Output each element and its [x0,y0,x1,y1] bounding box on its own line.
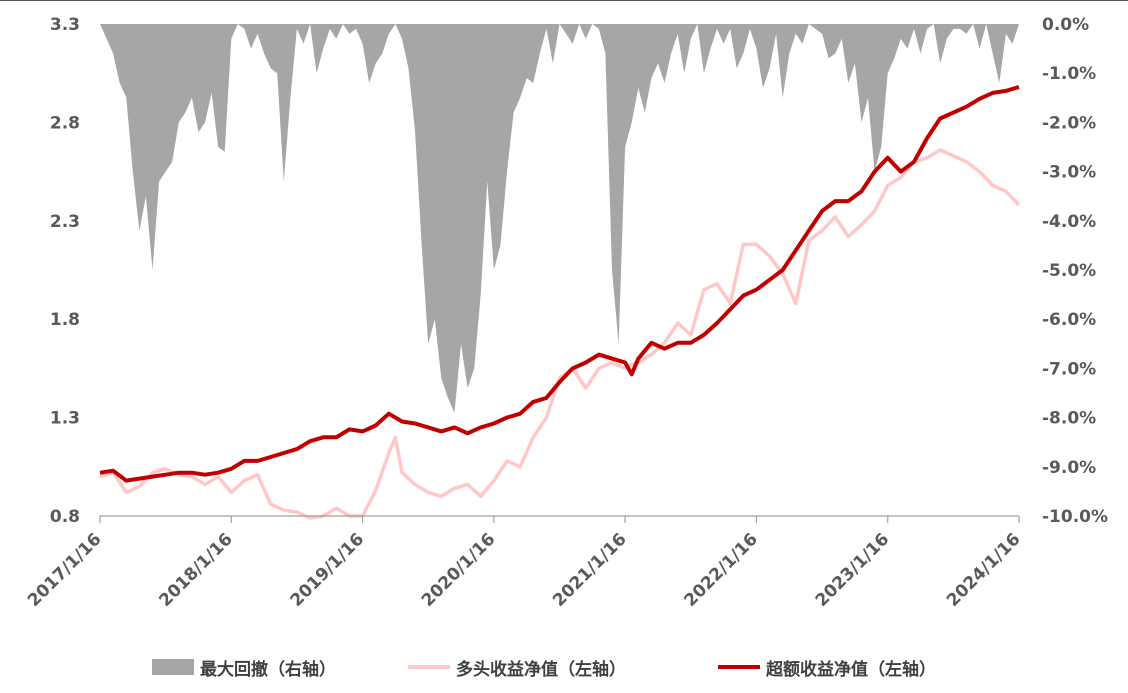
long-nav-line [99,148,1021,520]
legend-item-long: 多头收益净值（左轴） [408,652,626,682]
drawdown-area [100,24,1019,413]
right-tick-label: -7.0% [1042,359,1096,379]
right-tick-label: -2.0% [1042,113,1096,133]
lines-layer [99,85,1021,520]
legend-swatch-long [408,665,450,669]
right-tick-label: -5.0% [1042,261,1096,281]
right-tick-label: 0.0% [1042,15,1089,35]
x-tick-label: 2020/1/16 [418,529,499,610]
legend-label-drawdown: 最大回撤（右轴） [200,659,336,680]
left-tick-label: 1.8 [50,310,80,330]
right-tick-label: -9.0% [1042,458,1096,478]
legend-item-excess: 超额收益净值（左轴） [718,652,936,682]
x-tick-label: 2022/1/16 [680,529,761,610]
right-tick-label: -4.0% [1042,212,1096,232]
x-tick-label: 2019/1/16 [287,529,368,610]
x-tick-label: 2017/1/16 [24,529,105,610]
legend-label-long: 多头收益净值（左轴） [456,659,626,680]
right-tick-label: -3.0% [1042,163,1096,183]
left-tick-label: 0.8 [50,507,80,527]
excess-nav-line [99,85,1020,483]
left-tick-label: 1.3 [50,409,80,429]
x-tick-label: 2021/1/16 [549,529,630,610]
x-tick-label: 2024/1/16 [943,529,1024,610]
legend-label-excess: 超额收益净值（左轴） [766,659,936,680]
drawdown-area-layer [100,24,1019,413]
right-tick-label: -10.0% [1042,507,1108,527]
legend: 最大回撤（右轴） 多头收益净值（左轴） 超额收益净值（左轴） [0,652,1128,682]
left-tick-label: 3.3 [50,15,80,35]
legend-swatch-drawdown [152,659,194,675]
right-tick-label: -6.0% [1042,310,1096,330]
x-tick-label: 2018/1/16 [155,529,236,610]
legend-swatch-excess [718,665,760,669]
x-tick-label: 2023/1/16 [812,529,893,610]
right-tick-label: -8.0% [1042,409,1096,429]
left-tick-label: 2.8 [50,113,80,133]
right-tick-label: -1.0% [1042,64,1096,84]
top-border [0,0,1128,1]
legend-item-drawdown: 最大回撤（右轴） [152,652,336,682]
left-tick-label: 2.3 [50,212,80,232]
